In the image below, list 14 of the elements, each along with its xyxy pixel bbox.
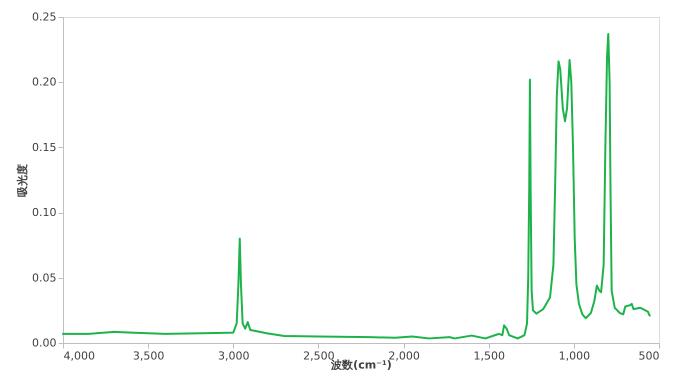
x-tick-label: 500 <box>638 350 660 362</box>
y-tick-label: 0.20 <box>32 76 56 89</box>
y-tick-label: 0.25 <box>32 10 56 24</box>
y-tick-label: 0.00 <box>32 336 56 350</box>
x-tick-label: 1,000 <box>558 350 590 362</box>
x-tick-label: 4,000 <box>64 350 95 362</box>
y-tick-label: 0.05 <box>32 271 56 284</box>
x-tick-label: 1,500 <box>473 350 505 362</box>
y-tick-label: 0.10 <box>32 206 56 220</box>
line-series <box>62 32 651 340</box>
y-axis-title: 吸光度 <box>16 164 30 197</box>
x-tick-label: 3,500 <box>132 350 164 362</box>
y-tick-label: 0.15 <box>32 140 56 154</box>
x-tick-label: 3,000 <box>218 350 250 362</box>
